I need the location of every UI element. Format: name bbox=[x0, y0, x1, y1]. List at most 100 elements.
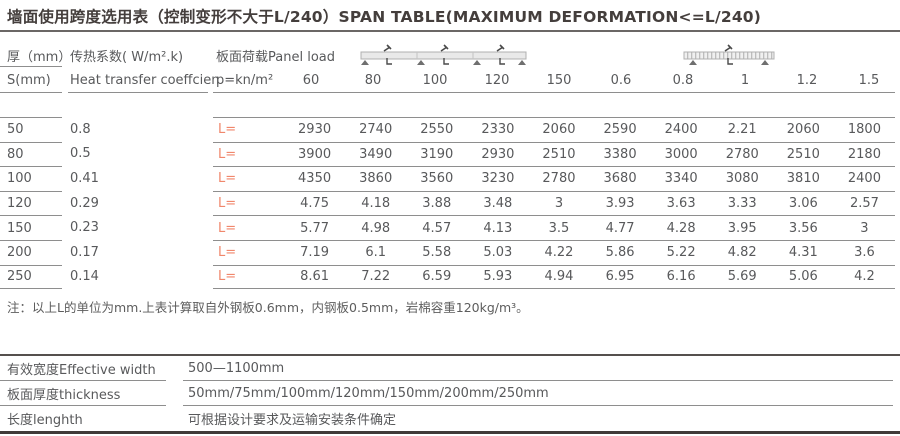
span-value-cell: 1800 bbox=[847, 122, 881, 138]
span-table-row: 250 0.14 L= 8.61 7.22 6.59 5.93 4.94 6.95 6.16 5.6… bbox=[0, 264, 900, 290]
span-value-cell: 3560 bbox=[420, 171, 454, 187]
l-equals-label: L= bbox=[218, 122, 237, 138]
span-value-cell: 2510 bbox=[786, 146, 820, 162]
row-values: L= 5.77 4.98 4.57 4.13 3.5 4.77 4.28 3.95 3.56 3 bbox=[213, 215, 895, 240]
span-value-cell: 5.77 bbox=[300, 220, 330, 236]
spec-value: 50mm/75mm/100mm/120mm/150mm/200mm/250mm bbox=[183, 381, 893, 406]
row-values: L= 8.61 7.22 6.59 5.93 4.94 6.95 6.16 5.69 5.06 4.… bbox=[213, 264, 895, 290]
header-underline bbox=[0, 66, 62, 67]
span-value-cell: 6.95 bbox=[605, 269, 635, 285]
l-equals-label: L= bbox=[218, 171, 237, 187]
span-value-cell: 5.69 bbox=[727, 269, 757, 285]
thickness-cell: 200 bbox=[0, 239, 62, 265]
span-value-cell: 2400 bbox=[664, 122, 698, 138]
span-value-cell: 2060 bbox=[786, 122, 820, 138]
span-value-cell: 3.93 bbox=[605, 196, 635, 212]
span-value-cell: 2740 bbox=[359, 122, 393, 138]
span-value-cell: 4.2 bbox=[854, 269, 875, 285]
load-column-header: 60 bbox=[302, 73, 320, 88]
thickness-column-header-cn: 厚（mm） bbox=[7, 50, 72, 65]
span-table-row: 120 0.29 L= 4.75 4.18 3.88 3.48 3 3.93 3.63 3.33 3.… bbox=[0, 190, 900, 216]
span-value-cell: 3810 bbox=[786, 171, 820, 187]
span-value-cell: 5.22 bbox=[666, 245, 696, 261]
span-value-cell: 3230 bbox=[481, 171, 515, 187]
load-column-header: 1 bbox=[740, 73, 750, 88]
row-values: L= 2930 2740 2550 2330 2060 2590 2400 2.21 2060 18… bbox=[213, 117, 895, 142]
coefficient-cell: 0.23 bbox=[70, 220, 99, 236]
panel-section-diagram-icon bbox=[683, 44, 775, 70]
span-value-cell: 3380 bbox=[603, 146, 637, 162]
load-column-header: 100 bbox=[422, 73, 448, 88]
row-values: L= 7.19 6.1 5.58 5.03 4.22 5.86 5.22 4.82 4.31 3.6 bbox=[213, 239, 895, 265]
panel-span-diagram-icon bbox=[360, 44, 527, 70]
span-value-cell: 3.48 bbox=[483, 196, 513, 212]
header-underline bbox=[0, 92, 62, 93]
row-values: L= 4350 3860 3560 3230 2780 3680 3340 3080 3810 24… bbox=[213, 166, 895, 191]
footnote: 注：以上L的单位为mm.上表计算取自外钢板0.6mm，内钢板0.5mm，岩棉容重… bbox=[7, 300, 529, 315]
span-value-cell: 3.6 bbox=[854, 245, 875, 261]
spec-gap bbox=[166, 406, 183, 431]
spec-value: 500—1100mm bbox=[183, 356, 893, 381]
coefficient-cell: 0.8 bbox=[70, 121, 91, 137]
span-value-cell: 3860 bbox=[359, 171, 393, 187]
spec-row-thickness: 板面厚度thickness 50mm/75mm/100mm/120mm/150m… bbox=[0, 381, 900, 406]
span-value-cell: 4.75 bbox=[300, 196, 330, 212]
span-value-cell: 4.77 bbox=[605, 220, 635, 236]
coefficient-cell: 0.5 bbox=[70, 146, 91, 162]
span-value-cell: 2.21 bbox=[727, 122, 757, 138]
thickness-cell: 100 bbox=[0, 166, 62, 191]
span-value-cell: 6.1 bbox=[365, 245, 387, 261]
span-value-cell: 5.86 bbox=[605, 245, 635, 261]
span-value-cell: 3 bbox=[860, 220, 869, 236]
span-value-cell: 2510 bbox=[542, 146, 576, 162]
span-value-cell: 5.58 bbox=[422, 245, 452, 261]
span-value-cell: 3.06 bbox=[788, 196, 818, 212]
span-value-cell: 4.57 bbox=[422, 220, 452, 236]
coefficient-column-header-cn: 传热系数( W/m².k) bbox=[70, 50, 184, 65]
span-value-cell: 2.57 bbox=[849, 196, 879, 212]
coefficient-cell: 0.14 bbox=[70, 269, 99, 285]
span-value-cell: 3680 bbox=[603, 171, 637, 187]
span-value-cell: 4.98 bbox=[361, 220, 391, 236]
span-value-cell: 6.16 bbox=[666, 269, 696, 285]
thickness-cell: 50 bbox=[0, 117, 62, 142]
span-value-cell: 4.13 bbox=[483, 220, 513, 236]
spec-value: 可根据设计要求及运输安装条件确定 bbox=[188, 413, 397, 428]
span-value-cell: 3.56 bbox=[788, 220, 818, 236]
spec-table: 有效宽度Effective width 500—1100mm 板面厚度thick… bbox=[0, 354, 900, 434]
row-values: L= 4.75 4.18 3.88 3.48 3 3.93 3.63 3.33 3.06 2.57 bbox=[213, 190, 895, 216]
load-column-header: 1.5 bbox=[858, 73, 880, 88]
span-value-cell: 2060 bbox=[542, 122, 576, 138]
spec-label: 有效宽度Effective width bbox=[0, 356, 166, 381]
thickness-cell: 250 bbox=[0, 264, 62, 290]
span-value-cell: 3.95 bbox=[727, 220, 757, 236]
span-value-cell: 2930 bbox=[481, 146, 515, 162]
span-value-cell: 5.06 bbox=[788, 269, 818, 285]
span-table-body: 50 0.8 L= 2930 2740 2550 2330 2060 2590 2400 2.21 2… bbox=[0, 117, 900, 290]
span-value-cell: 2180 bbox=[847, 146, 881, 162]
span-value-cell: 3000 bbox=[664, 146, 698, 162]
span-value-cell: 5.93 bbox=[483, 269, 513, 285]
spec-row-effective-width: 有效宽度Effective width 500—1100mm bbox=[0, 356, 900, 381]
spec-label: 长度lenghth bbox=[7, 413, 83, 428]
span-value-cell: 3340 bbox=[664, 171, 698, 187]
span-value-cell: 2780 bbox=[725, 146, 759, 162]
panel-load-header-cn: 板面荷载Panel load bbox=[216, 50, 335, 65]
span-value-cell: 2400 bbox=[847, 171, 881, 187]
l-equals-label: L= bbox=[218, 196, 237, 212]
load-column-header: 120 bbox=[484, 73, 510, 88]
span-value-cell: 3.88 bbox=[422, 196, 452, 212]
span-value-cell: 7.22 bbox=[361, 269, 391, 285]
span-value-cell: 3080 bbox=[725, 171, 759, 187]
span-value-cell: 4.18 bbox=[361, 196, 391, 212]
coefficient-cell: 0.17 bbox=[70, 244, 99, 260]
span-value-cell: 2330 bbox=[481, 122, 515, 138]
span-value-cell: 2930 bbox=[298, 122, 332, 138]
span-table-row: 80 0.5 L= 3900 3490 3190 2930 2510 3380 3000 2780 2… bbox=[0, 141, 900, 167]
coefficient-cell: 0.29 bbox=[70, 195, 99, 211]
span-value-cell: 5.03 bbox=[483, 245, 513, 261]
span-value-cell: 3.63 bbox=[666, 196, 696, 212]
l-equals-label: L= bbox=[218, 220, 237, 236]
span-value-cell: 3190 bbox=[420, 146, 454, 162]
